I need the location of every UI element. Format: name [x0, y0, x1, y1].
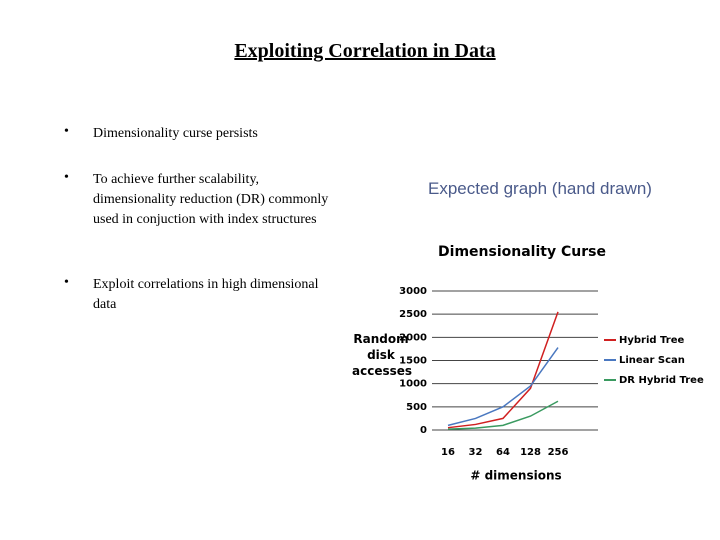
x-tick-label: 16 — [441, 447, 455, 458]
y-tick-label: 0 — [420, 425, 427, 436]
legend-label: Linear Scan — [619, 355, 685, 366]
series-line — [447, 311, 559, 429]
bullet-text: Exploit correlations in high dimensional… — [93, 277, 319, 312]
x-tick-label: 256 — [548, 447, 569, 458]
y-tick-label: 2500 — [399, 309, 427, 320]
y-tick-label: 1500 — [399, 356, 427, 367]
x-tick-label: 64 — [496, 447, 510, 458]
y-tick-label: 3000 — [399, 286, 427, 297]
y-tick-label: 2000 — [399, 332, 427, 343]
bullet-dot: • — [64, 124, 69, 139]
series-line — [447, 400, 559, 430]
x-axis-label: # dimensions — [470, 469, 561, 483]
caption: Expected graph (hand drawn) — [428, 179, 652, 198]
legend-label: DR Hybrid Tree — [619, 375, 704, 386]
bullet-text: Dimensionality curse persists — [93, 126, 258, 141]
chart-title: Dimensionality Curse — [438, 244, 606, 260]
x-tick-label: 32 — [469, 447, 483, 458]
y-tick-label: 500 — [406, 402, 427, 413]
x-tick-label: 128 — [520, 447, 541, 458]
bullet-dot: • — [64, 170, 69, 185]
series-line — [447, 347, 559, 427]
bullet-text: To achieve further scalability, dimensio… — [93, 172, 329, 227]
y-tick-label: 1000 — [399, 379, 427, 390]
legend-label: Hybrid Tree — [619, 335, 684, 346]
bullet-dot: • — [64, 275, 69, 290]
slide-title: Exploiting Correlation in Data — [234, 40, 496, 62]
y-axis-label: Random disk accesses — [352, 332, 413, 378]
